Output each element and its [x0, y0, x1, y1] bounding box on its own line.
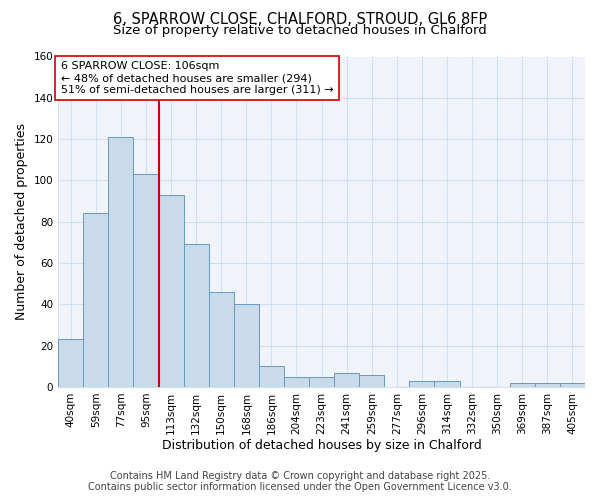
Bar [58, 340, 83, 387]
Text: 6 SPARROW CLOSE: 106sqm
← 48% of detached houses are smaller (294)
51% of semi-d: 6 SPARROW CLOSE: 106sqm ← 48% of detache… [61, 62, 334, 94]
Bar [560, 383, 585, 387]
Bar [133, 174, 158, 387]
Bar [535, 383, 560, 387]
Bar [209, 292, 234, 387]
Bar [259, 366, 284, 387]
Bar [334, 372, 359, 387]
Text: 6, SPARROW CLOSE, CHALFORD, STROUD, GL6 8FP: 6, SPARROW CLOSE, CHALFORD, STROUD, GL6 … [113, 12, 487, 28]
Bar [359, 374, 385, 387]
Bar [309, 376, 334, 387]
Bar [109, 137, 133, 387]
Bar [83, 214, 109, 387]
Bar [409, 381, 434, 387]
Text: Size of property relative to detached houses in Chalford: Size of property relative to detached ho… [113, 24, 487, 37]
Bar [184, 244, 209, 387]
Bar [434, 381, 460, 387]
Bar [510, 383, 535, 387]
Y-axis label: Number of detached properties: Number of detached properties [15, 123, 28, 320]
Bar [158, 195, 184, 387]
Bar [234, 304, 259, 387]
Text: Contains HM Land Registry data © Crown copyright and database right 2025.
Contai: Contains HM Land Registry data © Crown c… [88, 471, 512, 492]
Bar [284, 376, 309, 387]
X-axis label: Distribution of detached houses by size in Chalford: Distribution of detached houses by size … [162, 440, 481, 452]
